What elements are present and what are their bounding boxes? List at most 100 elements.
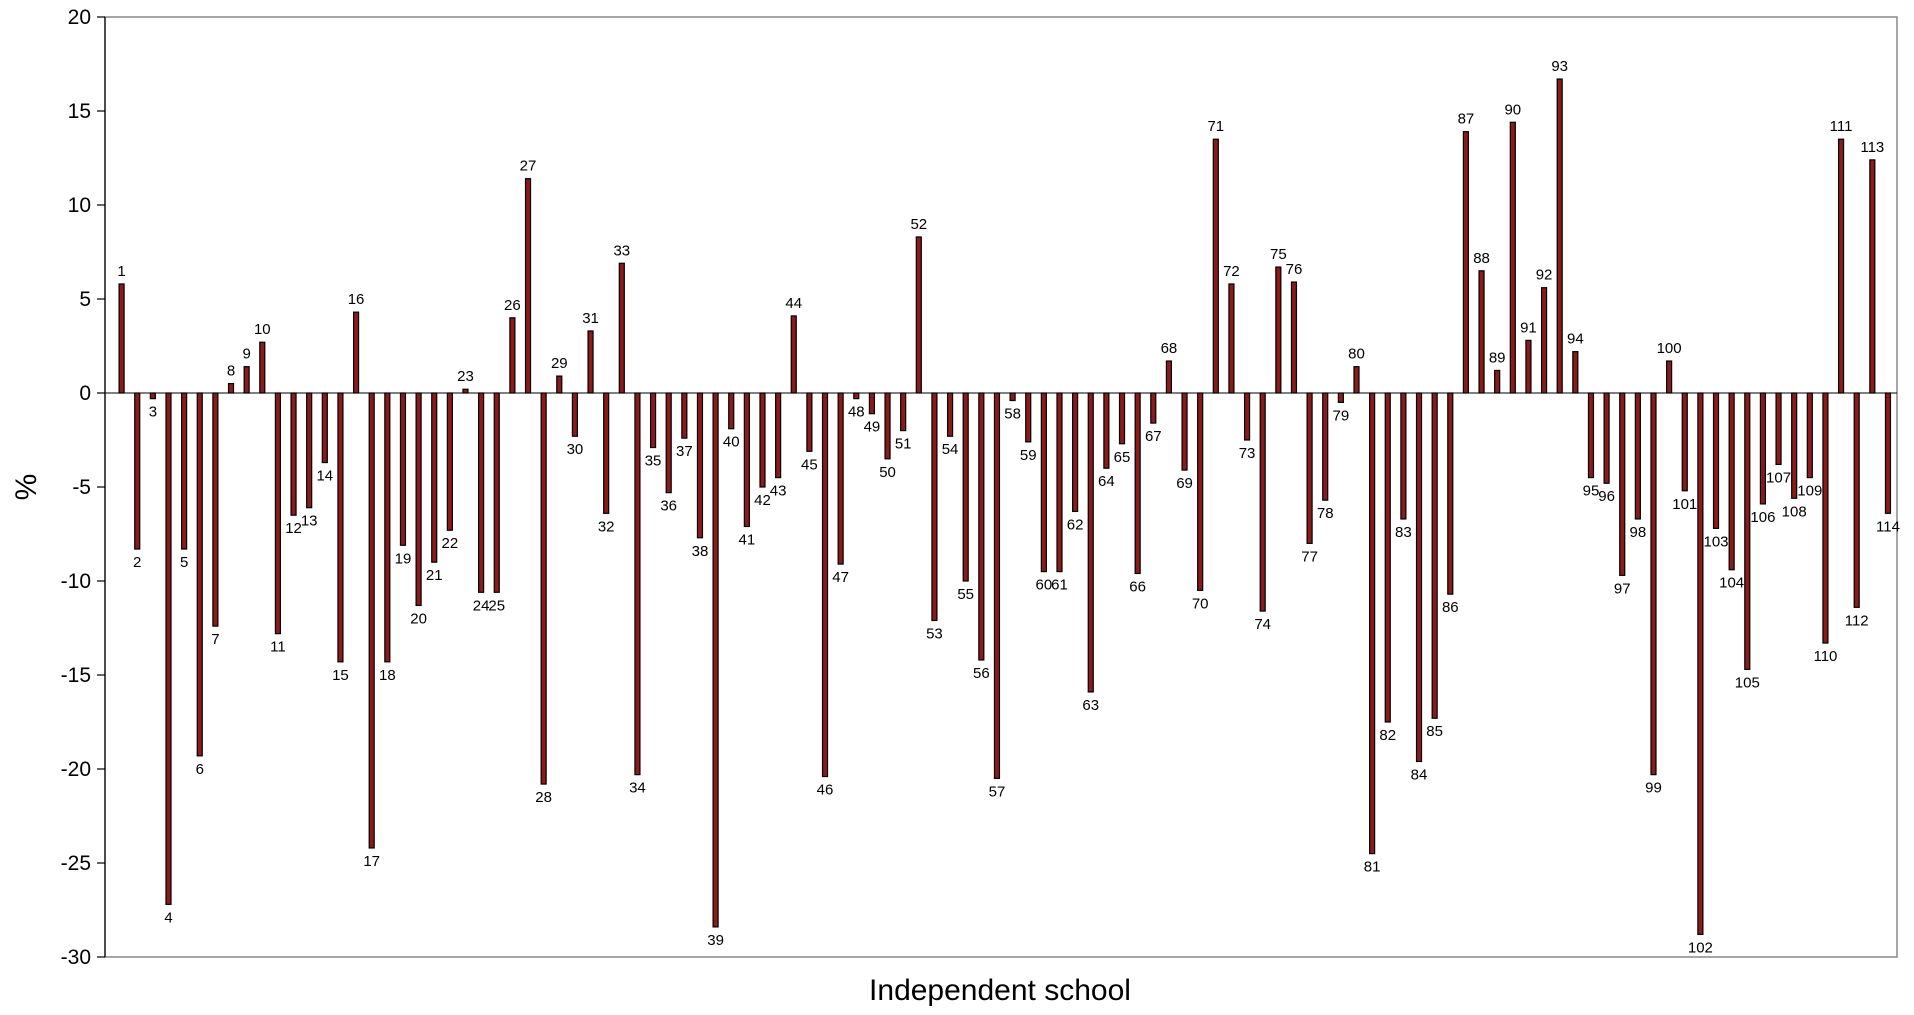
bar-label-40: 40 bbox=[723, 434, 740, 451]
bar-label-37: 37 bbox=[676, 443, 693, 460]
bar-school-3 bbox=[149, 392, 156, 400]
bar-label-104: 104 bbox=[1719, 575, 1744, 592]
bar-label-45: 45 bbox=[801, 456, 818, 473]
bar-school-70 bbox=[1197, 392, 1204, 591]
bar-label-29: 29 bbox=[551, 355, 568, 372]
bar-label-6: 6 bbox=[196, 761, 204, 778]
bar-label-44: 44 bbox=[785, 295, 802, 312]
bar-label-111: 111 bbox=[1830, 118, 1853, 135]
bar-school-79 bbox=[1337, 392, 1344, 403]
bars-group bbox=[118, 78, 1892, 936]
bar-label-91: 91 bbox=[1520, 319, 1537, 336]
bar-school-95 bbox=[1587, 392, 1595, 479]
bar-school-69 bbox=[1181, 392, 1188, 471]
bar-school-76 bbox=[1290, 281, 1298, 394]
bar-label-88: 88 bbox=[1473, 250, 1490, 267]
bar-label-113: 113 bbox=[1860, 139, 1884, 156]
bar-school-82 bbox=[1384, 392, 1391, 723]
bar-label-70: 70 bbox=[1192, 595, 1209, 612]
bar-school-15 bbox=[337, 392, 344, 663]
bar-school-80 bbox=[1353, 366, 1360, 394]
bar-label-58: 58 bbox=[1004, 406, 1021, 423]
bar-school-107 bbox=[1775, 392, 1782, 466]
bar-school-57 bbox=[993, 392, 1001, 779]
bar-label-54: 54 bbox=[942, 441, 959, 458]
bar-school-63 bbox=[1087, 392, 1094, 693]
bar-school-53 bbox=[931, 392, 938, 622]
bar-school-7 bbox=[212, 392, 219, 627]
bar-label-92: 92 bbox=[1536, 267, 1553, 284]
bar-label-60: 60 bbox=[1036, 577, 1053, 594]
bar-school-22 bbox=[446, 392, 453, 531]
bar-school-26 bbox=[509, 317, 516, 394]
bar-label-57: 57 bbox=[989, 783, 1006, 800]
bar-label-97: 97 bbox=[1614, 580, 1631, 597]
bar-label-47: 47 bbox=[832, 569, 849, 586]
bar-school-54 bbox=[946, 392, 954, 437]
bar-label-21: 21 bbox=[426, 567, 443, 584]
bar-school-91 bbox=[1525, 339, 1532, 394]
bar-label-11: 11 bbox=[270, 639, 286, 656]
bar-school-87 bbox=[1462, 131, 1470, 394]
bar-school-55 bbox=[962, 392, 969, 582]
bar-label-4: 4 bbox=[164, 909, 172, 926]
bar-label-76: 76 bbox=[1286, 261, 1303, 278]
bar-label-51: 51 bbox=[895, 436, 912, 453]
y-tick-label: -30 bbox=[61, 946, 91, 969]
y-tick-label: 10 bbox=[68, 194, 91, 217]
bar-label-31: 31 bbox=[582, 310, 599, 327]
bar-school-42 bbox=[759, 392, 766, 488]
bar-school-101 bbox=[1681, 392, 1688, 492]
bar-school-99 bbox=[1650, 392, 1657, 776]
bar-label-28: 28 bbox=[535, 789, 552, 806]
bar-school-41 bbox=[743, 392, 750, 528]
bar-school-36 bbox=[665, 392, 672, 494]
bar-label-30: 30 bbox=[567, 441, 584, 458]
bar-school-20 bbox=[415, 392, 422, 607]
bar-school-13 bbox=[306, 392, 313, 509]
bar-label-67: 67 bbox=[1145, 428, 1162, 445]
bar-label-26: 26 bbox=[504, 297, 521, 314]
bar-school-6 bbox=[196, 392, 203, 757]
bar-label-82: 82 bbox=[1379, 727, 1396, 744]
bar-label-72: 72 bbox=[1223, 263, 1240, 280]
bar-label-2: 2 bbox=[133, 554, 141, 571]
bar-school-102 bbox=[1697, 392, 1704, 936]
bar-school-1 bbox=[118, 283, 125, 394]
bar-school-56 bbox=[978, 392, 985, 661]
bar-school-16 bbox=[352, 311, 360, 394]
bar-label-49: 49 bbox=[864, 419, 881, 436]
bar-school-29 bbox=[556, 375, 563, 394]
bar-school-21 bbox=[431, 392, 438, 563]
bar-label-96: 96 bbox=[1598, 488, 1615, 505]
bar-school-8 bbox=[227, 383, 235, 394]
bar-school-10 bbox=[259, 341, 266, 394]
bar-school-34 bbox=[634, 392, 641, 776]
bar-label-90: 90 bbox=[1504, 101, 1521, 118]
bar-school-73 bbox=[1243, 392, 1251, 441]
bar-school-96 bbox=[1603, 392, 1610, 484]
bar-school-49 bbox=[868, 392, 876, 415]
bar-school-24 bbox=[478, 392, 485, 593]
y-tick-label: -10 bbox=[61, 570, 91, 593]
bar-school-67 bbox=[1150, 392, 1157, 424]
bar-school-114 bbox=[1884, 392, 1892, 514]
bar-label-34: 34 bbox=[629, 780, 646, 797]
bar-school-81 bbox=[1369, 392, 1376, 855]
bar-label-42: 42 bbox=[754, 492, 771, 509]
bar-label-48: 48 bbox=[848, 404, 865, 421]
y-tick-label: -15 bbox=[61, 664, 91, 687]
bar-label-75: 75 bbox=[1270, 246, 1287, 263]
bar-school-4 bbox=[165, 392, 172, 905]
bar-school-18 bbox=[384, 392, 391, 663]
bar-label-56: 56 bbox=[973, 665, 990, 682]
bar-label-93: 93 bbox=[1551, 58, 1568, 75]
bar-label-32: 32 bbox=[598, 518, 615, 535]
bar-label-84: 84 bbox=[1411, 766, 1428, 783]
bar-label-110: 110 bbox=[1813, 648, 1837, 665]
bar-label-12: 12 bbox=[285, 520, 302, 537]
bar-school-37 bbox=[681, 392, 688, 439]
bar-school-9 bbox=[243, 366, 250, 394]
bar-school-66 bbox=[1134, 392, 1141, 575]
